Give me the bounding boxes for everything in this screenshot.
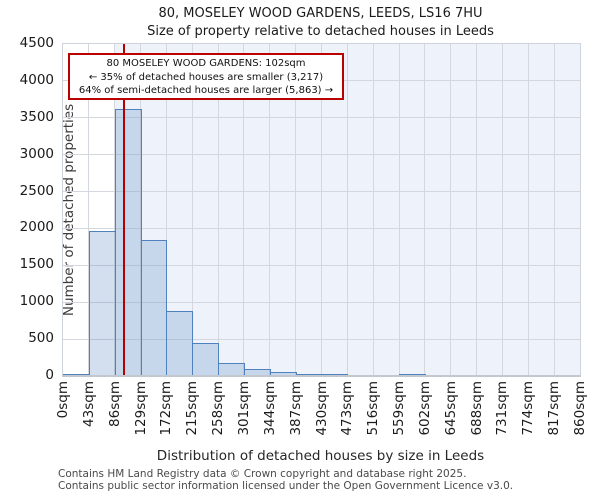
vertical-gridline (450, 44, 452, 376)
horizontal-gridline (63, 264, 580, 266)
y-tick-label: 2000 (19, 219, 54, 236)
y-tick-label: 1000 (19, 293, 54, 310)
annotation-line-1: 80 MOSELEY WOOD GARDENS: 102sqm (106, 58, 306, 69)
histogram-bar-172sqm (166, 311, 194, 376)
y-tick-label: 4500 (19, 35, 54, 51)
x-tick-label: 0sqm (55, 381, 71, 419)
horizontal-gridline (63, 117, 580, 119)
x-tick-label: 344sqm (261, 381, 278, 436)
x-tick-label: 602sqm (416, 381, 433, 436)
footer-attribution-line-1: Contains HM Land Registry data © Crown c… (58, 468, 467, 480)
vertical-gridline (243, 44, 245, 376)
vertical-gridline (165, 44, 167, 376)
horizontal-gridline (63, 227, 580, 229)
y-tick-label: 4000 (19, 71, 54, 88)
y-tick-label: 500 (28, 330, 54, 347)
y-tick-label: 1500 (19, 256, 54, 273)
x-tick-label: 731sqm (494, 381, 511, 436)
horizontal-gridline (63, 338, 580, 340)
vertical-gridline (191, 44, 193, 376)
vertical-gridline (398, 44, 400, 376)
y-tick-label: 2500 (19, 182, 54, 199)
x-tick-label: 860sqm (572, 381, 588, 436)
x-tick-label: 86sqm (106, 381, 123, 427)
x-tick-label: 387sqm (287, 381, 304, 436)
property-annotation-box: 80 MOSELEY WOOD GARDENS: 102sqm ← 35% of… (68, 53, 344, 100)
annotation-line-2: ← 35% of detached houses are smaller (3,… (88, 71, 324, 83)
vertical-gridline (501, 44, 503, 376)
histogram-bar-215sqm (192, 343, 220, 376)
x-tick-label: 215sqm (184, 381, 201, 436)
x-tick-label: 817sqm (546, 381, 563, 436)
x-tick-label: 301sqm (235, 381, 252, 436)
x-tick-label: 430sqm (313, 381, 330, 436)
vertical-gridline (217, 44, 219, 376)
x-tick-label: 559sqm (391, 381, 408, 436)
x-tick-label: 258sqm (210, 381, 227, 436)
histogram-bar-43sqm (88, 230, 116, 376)
histogram-bar-129sqm (140, 239, 168, 376)
x-tick-label: 129sqm (132, 381, 149, 436)
x-tick-label: 688sqm (468, 381, 485, 436)
chart-title: 80, MOSELEY WOOD GARDENS, LEEDS, LS16 7H… (158, 6, 483, 21)
x-axis-spine (62, 375, 581, 377)
horizontal-gridline (63, 191, 580, 193)
x-axis-title: Distribution of detached houses by size … (156, 448, 485, 464)
vertical-gridline (553, 44, 555, 376)
vertical-gridline (476, 44, 478, 376)
y-tick-label: 3000 (19, 145, 54, 162)
vertical-gridline (527, 44, 529, 376)
vertical-gridline (269, 44, 271, 376)
x-tick-label: 645sqm (442, 381, 459, 436)
x-tick-label: 516sqm (365, 381, 382, 436)
annotation-line-3: 64% of semi-detached houses are larger (… (78, 85, 334, 96)
vertical-gridline (346, 44, 348, 376)
y-tick-label: 3500 (19, 108, 54, 125)
x-tick-label: 774sqm (520, 381, 537, 436)
property-size-marker-line (123, 44, 126, 376)
x-tick-label: 473sqm (339, 381, 356, 436)
x-tick-label: 172sqm (158, 381, 175, 436)
horizontal-gridline (63, 301, 580, 303)
vertical-gridline (295, 44, 297, 376)
histogram-bar-86sqm (114, 108, 142, 376)
footer-attribution-line-2: Contains public sector information licen… (58, 480, 514, 492)
chart-subtitle: Size of property relative to detached ho… (147, 24, 494, 39)
vertical-gridline (424, 44, 426, 376)
vertical-gridline (321, 44, 322, 376)
y-tick-label: 0 (45, 367, 54, 383)
horizontal-gridline (63, 154, 580, 156)
vertical-gridline (88, 44, 90, 376)
vertical-gridline (372, 44, 374, 376)
x-tick-label: 43sqm (80, 381, 97, 427)
